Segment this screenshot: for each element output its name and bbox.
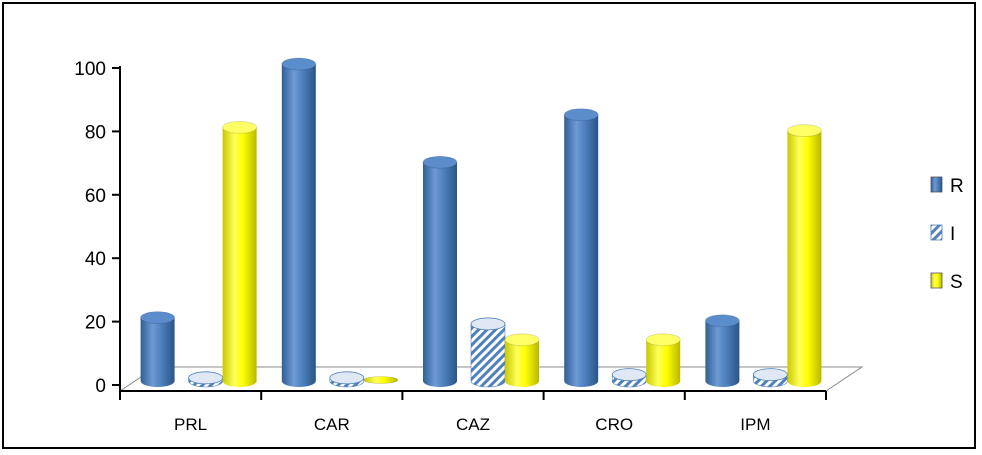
legend-swatch (931, 225, 942, 240)
y-tick-label: 20 (85, 313, 106, 334)
bar-S-CAR (364, 377, 398, 384)
bar-I-CRO (612, 369, 646, 387)
bar-I-CAZ (471, 318, 505, 387)
legend-item-I: I (931, 224, 955, 245)
bar-S-IPM (787, 125, 821, 387)
bar-S-CRO (646, 334, 680, 387)
legend-swatch (931, 273, 942, 288)
x-tick-label: CRO (595, 415, 633, 434)
x-tick-label: CAZ (456, 415, 490, 434)
bar-I-CAR (330, 372, 364, 387)
bar-R-IPM (705, 315, 739, 387)
legend-swatch (931, 177, 942, 192)
legend-label: R (950, 176, 964, 197)
bar-R-PRL (141, 312, 175, 387)
bar-S-PRL (223, 121, 257, 387)
y-tick-label: 0 (95, 376, 106, 397)
bar-S-CAZ (505, 334, 539, 387)
bar-R-CAZ (423, 156, 457, 387)
legend-label: S (950, 272, 963, 293)
bar-R-CRO (564, 109, 598, 387)
bar-R-CAR (282, 58, 316, 387)
y-tick-label: 100 (74, 59, 106, 80)
y-tick-label: 60 (85, 186, 106, 207)
bar-I-PRL (189, 372, 223, 387)
legend-item-S: S (931, 272, 963, 293)
x-tick-label: IPM (740, 415, 770, 434)
bar-I-IPM (753, 369, 787, 387)
x-tick-label: PRL (174, 415, 207, 434)
y-tick-label: 40 (85, 249, 106, 270)
legend-label: I (950, 224, 955, 245)
y-tick-label: 80 (85, 122, 106, 143)
legend-item-R: R (931, 176, 964, 197)
x-tick-label: CAR (314, 415, 350, 434)
